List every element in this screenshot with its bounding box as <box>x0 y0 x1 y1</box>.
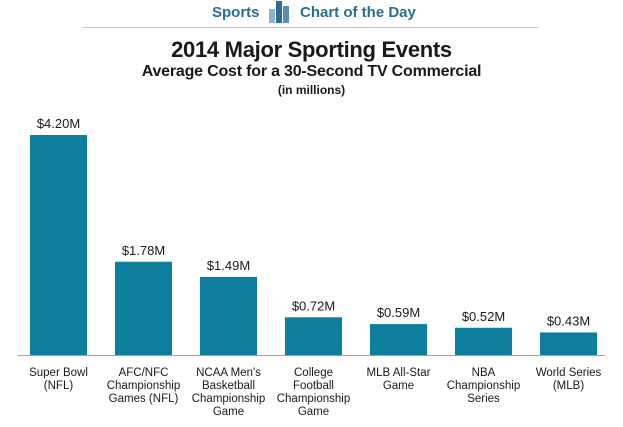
bar <box>30 135 87 355</box>
bar <box>115 261 172 355</box>
chart-title: 2014 Major Sporting Events <box>171 37 452 62</box>
category-tick-label: AFC/NFC Championship Games (NFL) <box>107 367 181 405</box>
banner-divider <box>83 27 538 28</box>
bar <box>285 317 342 355</box>
category-tick-label: MLB All-Star Game <box>367 367 431 392</box>
chart-unit-note: (in millions) <box>277 83 346 97</box>
chart-banner: Sports Chart of the Day <box>0 0 623 30</box>
bar-value-label: $4.20M <box>37 116 80 131</box>
bar-value-label: $1.78M <box>122 243 165 258</box>
series-label: Chart of the Day <box>300 4 416 21</box>
category-tick-label: NCAA Men's Basketball Championship Game <box>192 367 266 418</box>
chart-heading: 2014 Major Sporting Events Average Cost … <box>0 38 623 98</box>
bar <box>455 327 512 355</box>
bar-chart-icon <box>269 1 289 23</box>
chart-subtitle: Average Cost for a 30-Second TV Commerci… <box>141 63 482 80</box>
bar-value-label: $0.43M <box>547 313 590 328</box>
category-tick-label: NBA Championship Series <box>447 367 521 405</box>
bar-value-label: $0.52M <box>462 309 505 324</box>
bar-value-label: $1.49M <box>207 258 250 273</box>
bar <box>370 324 427 355</box>
bar-value-label: $0.72M <box>292 298 335 313</box>
bar <box>540 332 597 355</box>
section-label: Sports <box>212 4 260 21</box>
category-tick-label: Super Bowl (NFL) <box>29 367 88 392</box>
category-tick-label: College Football Championship Game <box>277 367 351 418</box>
bar-value-label: $0.59M <box>377 305 420 320</box>
category-tick-label: World Series (MLB) <box>536 367 602 392</box>
bar <box>200 276 257 355</box>
